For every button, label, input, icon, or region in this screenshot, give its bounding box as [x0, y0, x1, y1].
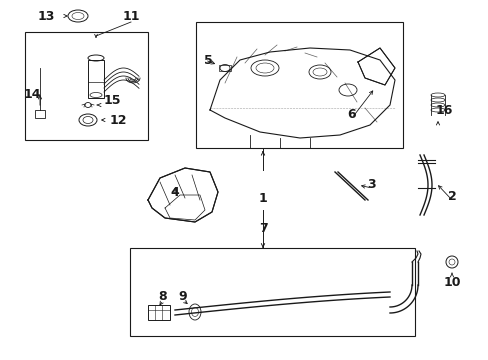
- Text: 11: 11: [122, 9, 140, 22]
- Text: 10: 10: [442, 276, 460, 289]
- Bar: [25, 32, 148, 140]
- Text: 7: 7: [258, 221, 267, 234]
- Text: 9: 9: [178, 289, 187, 302]
- Text: 1: 1: [258, 193, 267, 206]
- Bar: [148, 305, 170, 320]
- Text: 6: 6: [347, 108, 356, 122]
- Bar: [88, 60, 104, 98]
- Text: 13: 13: [37, 9, 55, 22]
- Text: 4: 4: [170, 185, 179, 198]
- Polygon shape: [357, 48, 394, 85]
- Text: 16: 16: [434, 104, 452, 117]
- Text: 12: 12: [109, 113, 126, 126]
- Text: 3: 3: [367, 179, 376, 192]
- Bar: [35, 110, 45, 118]
- Bar: [196, 22, 402, 148]
- Text: 8: 8: [159, 289, 167, 302]
- Bar: [219, 65, 230, 71]
- Text: 5: 5: [203, 54, 212, 67]
- Polygon shape: [148, 168, 218, 222]
- Text: 2: 2: [447, 190, 455, 203]
- Text: 14: 14: [23, 87, 41, 100]
- Text: 15: 15: [103, 94, 121, 107]
- Bar: [130, 248, 414, 336]
